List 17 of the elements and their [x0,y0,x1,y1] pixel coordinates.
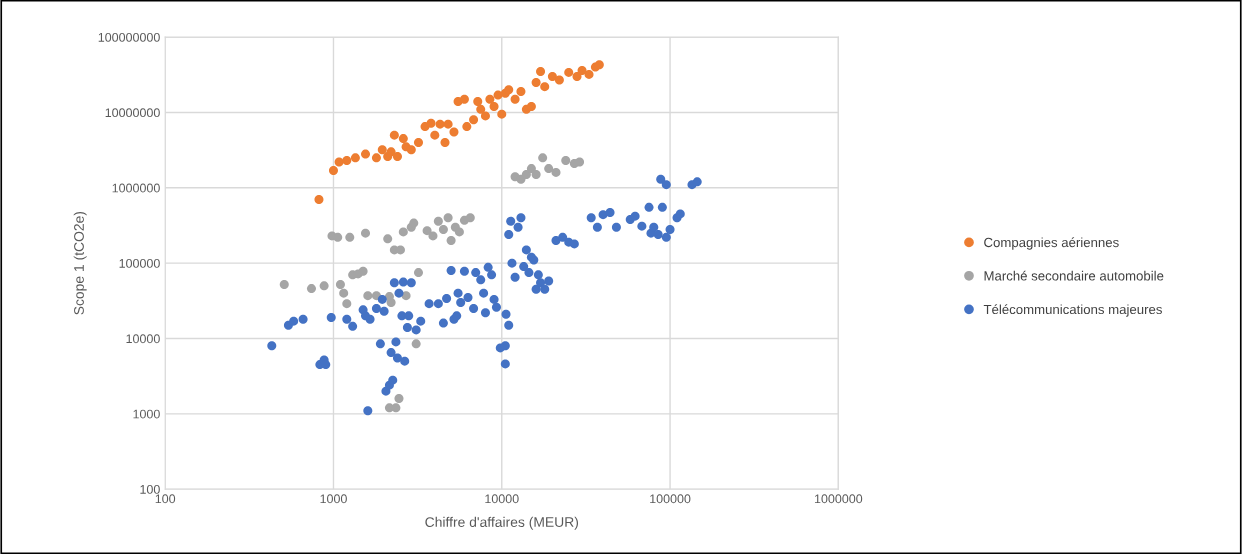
y-tick-label: 1000000 [112,183,160,193]
y-tick-label: 10000 [126,334,160,344]
legend-label: Marché secondaire automobile [984,270,1164,281]
y-tick-label: 100 [140,484,160,494]
legend-label: Compagnies aériennes [984,237,1119,250]
x-tick-label: 1000000 [814,494,863,504]
y-tick-label: 100000 [119,258,160,268]
x-tick-label: 1000 [320,494,347,504]
x-tick-label: 100000 [650,494,691,504]
x-tick-label: 100 [155,494,176,504]
y-tick-label: 10000000 [105,108,160,118]
y-tick-label: 1000 [133,409,160,419]
legend-label: Télécommunications majeures [983,304,1162,317]
x-axis-title: Chiffre d'affaires (MEUR) [425,516,579,530]
x-tick-label: 10000 [485,494,519,504]
y-tick-label: 100000000 [98,32,160,42]
y-axis-title: Scope 1 (tCO2e) [73,211,87,315]
